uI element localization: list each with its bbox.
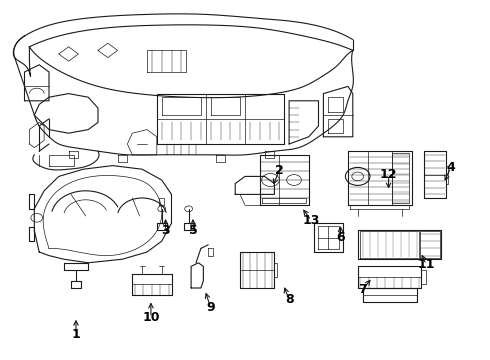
Text: 6: 6 [336,231,345,244]
Text: 1: 1 [72,328,80,341]
Text: 13: 13 [302,214,320,227]
Text: 12: 12 [380,168,397,181]
Text: 11: 11 [417,258,435,271]
Text: 9: 9 [206,301,215,314]
Text: 7: 7 [358,283,367,296]
Text: 2: 2 [275,165,284,177]
Text: 5: 5 [189,224,198,237]
Text: 3: 3 [161,224,170,237]
Text: 10: 10 [142,311,160,324]
Text: 8: 8 [285,293,294,306]
Text: 4: 4 [446,161,455,174]
